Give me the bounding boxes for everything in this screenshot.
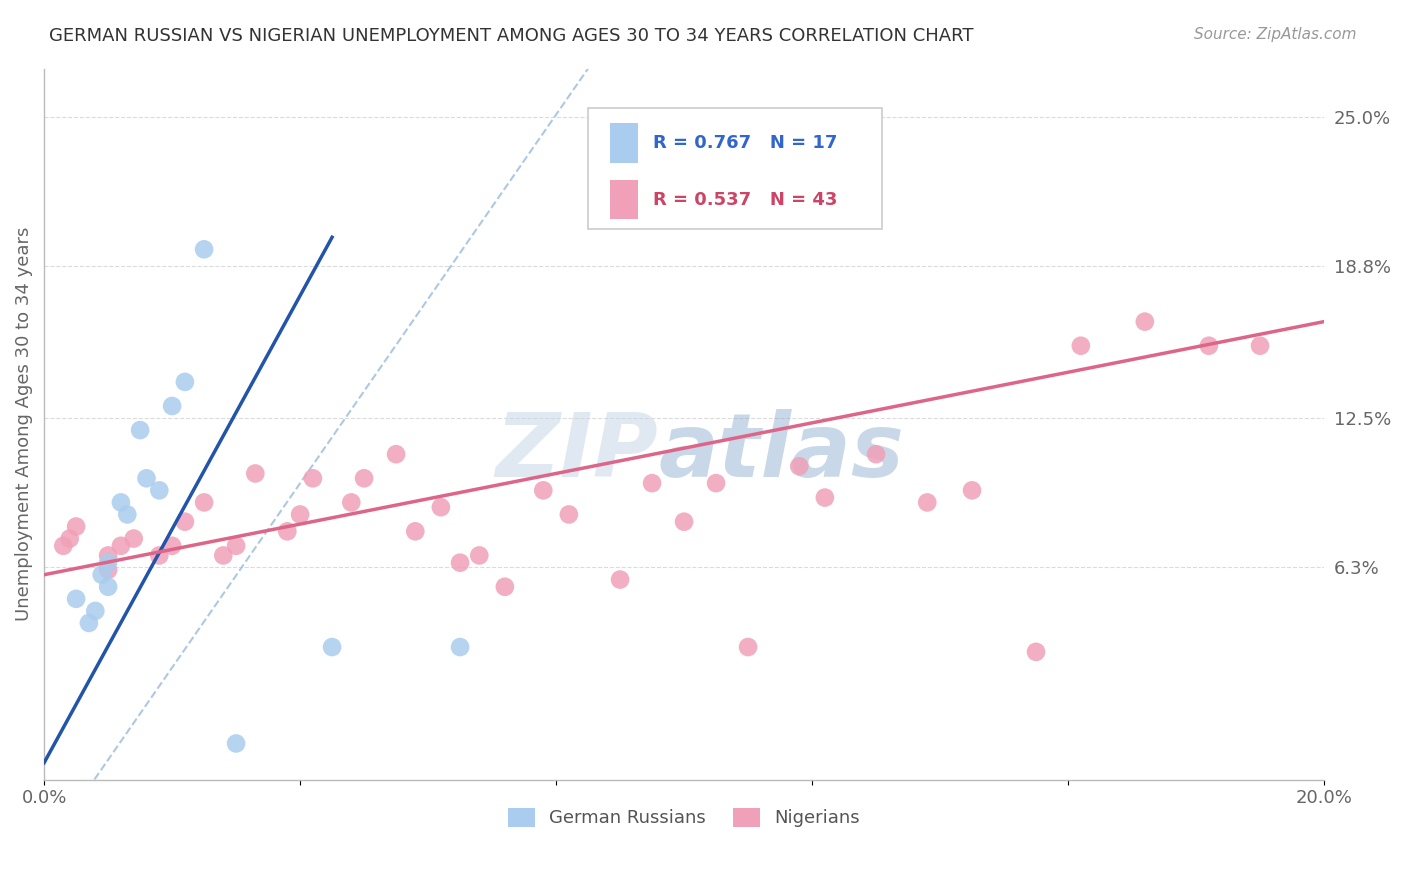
- Point: [245, 467, 267, 481]
- Point: [302, 471, 325, 485]
- Point: [704, 476, 727, 491]
- Point: [430, 500, 453, 515]
- Point: [596, 182, 619, 196]
- Text: Source: ZipAtlas.com: Source: ZipAtlas.com: [1194, 27, 1357, 42]
- Point: [122, 532, 145, 546]
- Point: [321, 640, 343, 654]
- Point: [353, 471, 375, 485]
- Text: ZIP: ZIP: [496, 409, 658, 496]
- Point: [1070, 339, 1092, 353]
- Point: [1198, 339, 1220, 353]
- FancyBboxPatch shape: [588, 108, 883, 228]
- Point: [468, 549, 491, 563]
- Point: [148, 483, 170, 498]
- Point: [558, 508, 581, 522]
- Point: [1133, 315, 1156, 329]
- Point: [865, 447, 887, 461]
- Point: [148, 549, 170, 563]
- Point: [225, 736, 247, 750]
- Point: [52, 539, 75, 553]
- Legend: German Russians, Nigerians: German Russians, Nigerians: [501, 801, 868, 835]
- Point: [276, 524, 298, 539]
- Point: [960, 483, 983, 498]
- Point: [340, 495, 363, 509]
- Point: [1249, 339, 1271, 353]
- Point: [174, 515, 197, 529]
- Point: [193, 495, 215, 509]
- Point: [494, 580, 516, 594]
- Point: [787, 459, 810, 474]
- Point: [117, 508, 139, 522]
- Text: R = 0.767   N = 17: R = 0.767 N = 17: [654, 134, 838, 152]
- Point: [97, 549, 120, 563]
- Point: [129, 423, 152, 437]
- Point: [385, 447, 408, 461]
- Point: [288, 508, 311, 522]
- Point: [737, 640, 759, 654]
- Point: [212, 549, 235, 563]
- Point: [174, 375, 197, 389]
- Point: [915, 495, 938, 509]
- Text: atlas: atlas: [658, 409, 904, 496]
- Y-axis label: Unemployment Among Ages 30 to 34 years: Unemployment Among Ages 30 to 34 years: [15, 227, 32, 621]
- Point: [135, 471, 157, 485]
- Point: [1025, 645, 1047, 659]
- Point: [77, 615, 100, 630]
- FancyBboxPatch shape: [610, 123, 638, 162]
- Point: [97, 580, 120, 594]
- Point: [449, 640, 471, 654]
- Point: [449, 556, 471, 570]
- Point: [160, 539, 183, 553]
- Point: [110, 495, 132, 509]
- Point: [65, 519, 87, 533]
- Point: [609, 573, 631, 587]
- Point: [531, 483, 554, 498]
- Point: [90, 567, 112, 582]
- Point: [160, 399, 183, 413]
- Point: [404, 524, 426, 539]
- Text: GERMAN RUSSIAN VS NIGERIAN UNEMPLOYMENT AMONG AGES 30 TO 34 YEARS CORRELATION CH: GERMAN RUSSIAN VS NIGERIAN UNEMPLOYMENT …: [49, 27, 974, 45]
- Point: [84, 604, 107, 618]
- Point: [97, 563, 120, 577]
- Point: [97, 556, 120, 570]
- Point: [673, 515, 696, 529]
- Point: [814, 491, 837, 505]
- Point: [641, 476, 664, 491]
- FancyBboxPatch shape: [610, 180, 638, 219]
- Text: R = 0.537   N = 43: R = 0.537 N = 43: [654, 191, 838, 209]
- Point: [225, 539, 247, 553]
- Point: [193, 242, 215, 256]
- Point: [59, 532, 82, 546]
- Point: [110, 539, 132, 553]
- Point: [65, 591, 87, 606]
